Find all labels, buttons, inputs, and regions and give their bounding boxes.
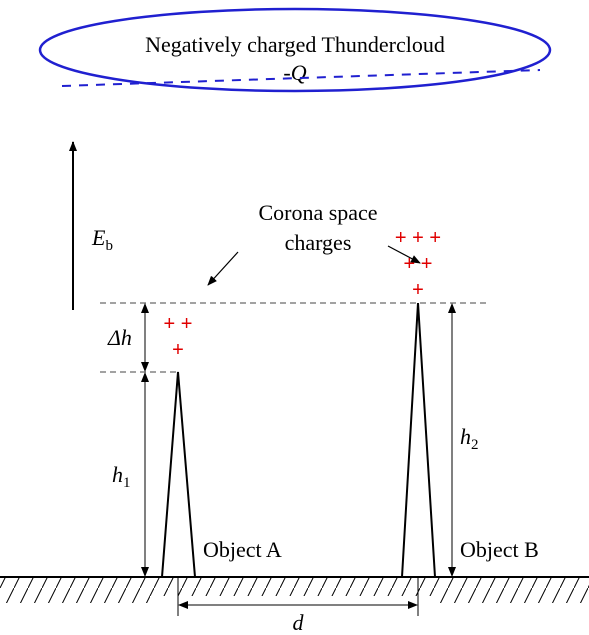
- object-b: [401, 302, 436, 578]
- cloud-label: Negatively charged Thundercloud: [145, 32, 445, 57]
- object-a: [161, 371, 196, 578]
- corona-label: charges: [285, 230, 352, 255]
- negative-charges: [61, 69, 541, 87]
- object-b-label: Object B: [460, 537, 539, 562]
- space-charge: +: [172, 339, 184, 361]
- space-charge: +: [412, 279, 424, 301]
- delta-h-label: Δh: [107, 325, 132, 350]
- cloud: [38, 7, 552, 93]
- h1-label: h1: [112, 462, 131, 491]
- corona-label: Corona space: [258, 200, 377, 225]
- pointer: [207, 251, 239, 286]
- space-charge: + +: [164, 313, 193, 335]
- distance-label: d: [293, 610, 305, 635]
- h2-label: h2: [460, 424, 479, 453]
- space-charge: + +: [404, 253, 433, 275]
- object-a-label: Object A: [203, 537, 282, 562]
- cloud-charge: -Q: [283, 60, 306, 85]
- field-label: Eb: [91, 225, 113, 254]
- pointer: [387, 245, 421, 264]
- space-charge: + + +: [395, 227, 441, 249]
